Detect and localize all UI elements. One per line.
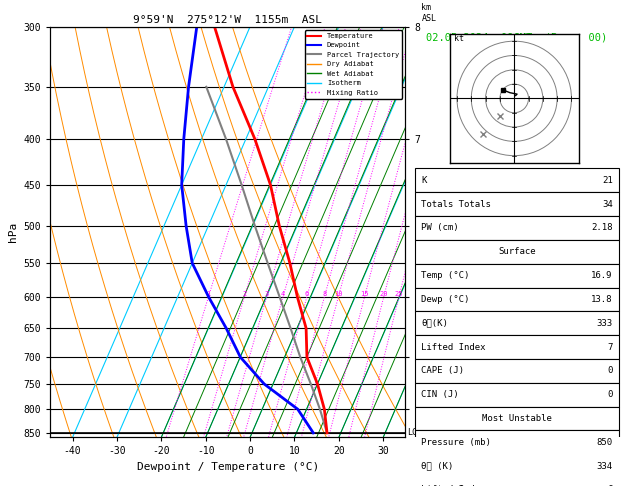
Text: 02.05.2024  09GMT  (Base: 00): 02.05.2024 09GMT (Base: 00): [426, 33, 608, 43]
Legend: Temperature, Dewpoint, Parcel Trajectory, Dry Adiabat, Wet Adiabat, Isotherm, Mi: Temperature, Dewpoint, Parcel Trajectory…: [304, 30, 402, 99]
Text: 15: 15: [360, 291, 369, 297]
Text: K: K: [421, 176, 426, 185]
Text: θᴇ (K): θᴇ (K): [421, 462, 454, 470]
Text: 4: 4: [281, 291, 285, 297]
Text: © weatheronline.co.uk: © weatheronline.co.uk: [465, 424, 569, 434]
Text: LCL: LCL: [407, 428, 421, 437]
Text: 25: 25: [394, 291, 403, 297]
Title: 9°59'N  275°12'W  1155m  ASL: 9°59'N 275°12'W 1155m ASL: [133, 15, 322, 25]
Text: 34: 34: [602, 200, 613, 208]
Text: 2.18: 2.18: [591, 224, 613, 232]
X-axis label: Dewpoint / Temperature (°C): Dewpoint / Temperature (°C): [136, 462, 319, 472]
Y-axis label: hPa: hPa: [8, 222, 18, 242]
Text: Totals Totals: Totals Totals: [421, 200, 491, 208]
FancyBboxPatch shape: [415, 240, 620, 264]
FancyBboxPatch shape: [415, 359, 620, 383]
Text: 13.8: 13.8: [591, 295, 613, 304]
FancyBboxPatch shape: [415, 216, 620, 240]
Text: PW (cm): PW (cm): [421, 224, 459, 232]
Text: 8: 8: [322, 291, 326, 297]
Text: Most Unstable: Most Unstable: [482, 414, 552, 423]
Text: CIN (J): CIN (J): [421, 390, 459, 399]
FancyBboxPatch shape: [415, 478, 620, 486]
FancyBboxPatch shape: [415, 288, 620, 312]
Text: Dewp (°C): Dewp (°C): [421, 295, 470, 304]
Text: kt: kt: [454, 34, 464, 43]
Text: 334: 334: [597, 462, 613, 470]
FancyBboxPatch shape: [415, 335, 620, 359]
Text: 20: 20: [379, 291, 388, 297]
Text: 0: 0: [608, 366, 613, 375]
FancyBboxPatch shape: [415, 383, 620, 407]
Text: 3: 3: [264, 291, 269, 297]
FancyBboxPatch shape: [415, 264, 620, 288]
FancyBboxPatch shape: [415, 431, 620, 454]
Text: 16.9: 16.9: [591, 271, 613, 280]
Text: 21: 21: [602, 176, 613, 185]
Text: 6: 6: [304, 291, 309, 297]
Text: 1: 1: [206, 291, 211, 297]
Text: 7: 7: [608, 343, 613, 351]
FancyBboxPatch shape: [415, 192, 620, 216]
FancyBboxPatch shape: [415, 312, 620, 335]
Text: 850: 850: [597, 438, 613, 447]
Text: 0: 0: [608, 390, 613, 399]
Text: 333: 333: [597, 319, 613, 328]
Text: 10: 10: [334, 291, 343, 297]
FancyBboxPatch shape: [415, 454, 620, 478]
Text: Lifted Index: Lifted Index: [421, 343, 486, 351]
Text: Temp (°C): Temp (°C): [421, 271, 470, 280]
Text: Surface: Surface: [498, 247, 536, 256]
Text: Pressure (mb): Pressure (mb): [421, 438, 491, 447]
Text: θᴇ(K): θᴇ(K): [421, 319, 448, 328]
Text: CAPE (J): CAPE (J): [421, 366, 464, 375]
Text: Mixing Ratio (g/kg): Mixing Ratio (g/kg): [452, 185, 460, 279]
Text: 2: 2: [242, 291, 247, 297]
FancyBboxPatch shape: [415, 407, 620, 431]
Text: km
ASL: km ASL: [421, 3, 437, 23]
FancyBboxPatch shape: [415, 169, 620, 192]
